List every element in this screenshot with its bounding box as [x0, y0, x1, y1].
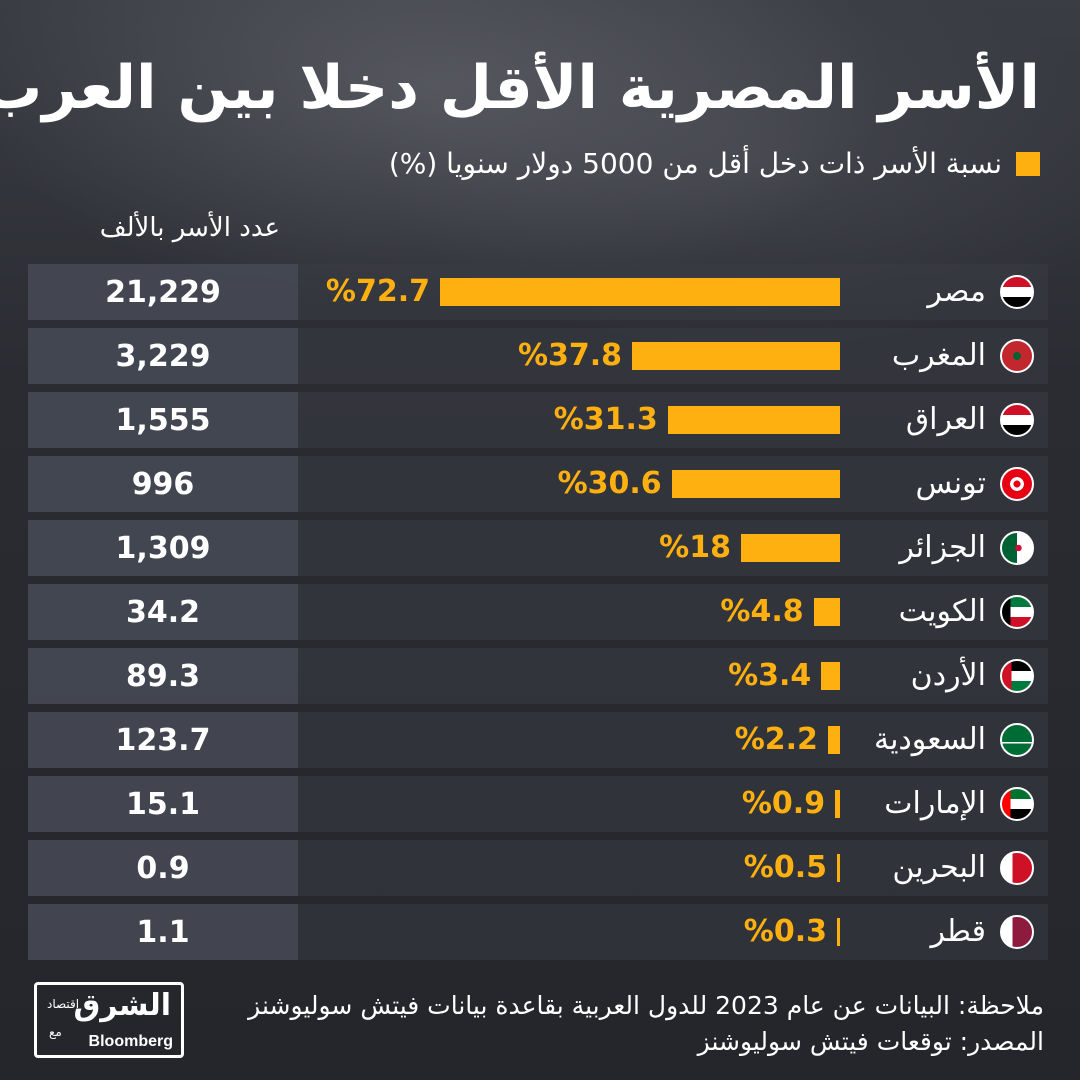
algeria-flag-icon [1000, 531, 1034, 565]
bahrain-flag-icon [1000, 851, 1034, 885]
uae-flag-icon [1000, 787, 1034, 821]
bar-value-label: %4.8 [720, 594, 804, 629]
household-count: 21,229 [28, 264, 298, 320]
logo-with: مع [49, 1025, 62, 1039]
bar [632, 342, 840, 370]
bar-value-label: %72.7 [325, 274, 430, 309]
bar-value-label: %31.3 [553, 402, 658, 437]
legend-swatch [1016, 152, 1040, 176]
household-count-header: عدد الأسر بالألف [99, 213, 280, 243]
chart-row: 34.2 الكويت %4.8 [28, 584, 1048, 640]
bar [813, 598, 840, 626]
country-label: المغرب [891, 338, 986, 373]
logo-arabic: الشرق [73, 988, 171, 1023]
qatar-flag-icon [1000, 915, 1034, 949]
bar-value-label: %3.4 [728, 658, 812, 693]
household-count: 1.1 [28, 904, 298, 960]
household-count: 3,229 [28, 328, 298, 384]
chart-row: 0.9 البحرين %0.5 [28, 840, 1048, 896]
household-count: 0.9 [28, 840, 298, 896]
country-label: قطر [930, 914, 986, 949]
bar-value-label: %0.5 [743, 850, 827, 885]
chart-row: 15.1 الإمارات %0.9 [28, 776, 1048, 832]
chart-row: 3,229 المغرب %37.8 [28, 328, 1048, 384]
logo-english: Bloomberg [88, 1033, 173, 1050]
bar [671, 470, 840, 498]
bar [837, 854, 840, 882]
country-label: العراق [905, 402, 986, 437]
bar [837, 918, 840, 946]
morocco-flag-icon [1000, 339, 1034, 373]
bar-value-label: %18 [659, 530, 731, 565]
country-label: الأردن [910, 658, 986, 693]
chart-title: الأسر المصرية الأقل دخلا بين العرب [0, 53, 1040, 123]
chart-row: 21,229 مصر %72.7 [28, 264, 1048, 320]
chart-row: 996 تونس %30.6 [28, 456, 1048, 512]
household-count: 89.3 [28, 648, 298, 704]
footer-note: ملاحظة: البيانات عن عام 2023 للدول العرب… [248, 991, 1044, 1020]
household-count: 996 [28, 456, 298, 512]
chart-row: 89.3 الأردن %3.4 [28, 648, 1048, 704]
footer-source: المصدر: توقعات فيتش سوليوشنز [697, 1027, 1044, 1056]
chart-row: 1.1 قطر %0.3 [28, 904, 1048, 960]
bar-value-label: %30.6 [557, 466, 662, 501]
tunisia-flag-icon [1000, 467, 1034, 501]
legend: نسبة الأسر ذات دخل أقل من 5000 دولار سنو… [389, 144, 1040, 184]
chart-row: 123.7 السعودية %2.2 [28, 712, 1048, 768]
country-label: تونس [915, 466, 986, 501]
country-label: الكويت [898, 594, 986, 629]
bar [740, 534, 840, 562]
household-count: 1,555 [28, 392, 298, 448]
bar-value-label: %2.2 [734, 722, 818, 757]
kuwait-flag-icon [1000, 595, 1034, 629]
iraq-flag-icon [1000, 403, 1034, 437]
chart-row: 1,309 الجزائر %18 [28, 520, 1048, 576]
country-label: مصر [927, 274, 986, 309]
household-count: 15.1 [28, 776, 298, 832]
household-count: 1,309 [28, 520, 298, 576]
bar [827, 726, 840, 754]
bar-value-label: %0.9 [741, 786, 826, 821]
jordan-flag-icon [1000, 659, 1034, 693]
legend-label: نسبة الأسر ذات دخل أقل من 5000 دولار سنو… [388, 147, 1002, 180]
footer-notes: ملاحظة: البيانات عن عام 2023 للدول العرب… [248, 988, 1044, 1060]
bar [440, 278, 840, 306]
saudi-flag-icon [1000, 723, 1034, 757]
bar-value-label: %0.3 [743, 914, 827, 949]
egypt-flag-icon [1000, 275, 1034, 309]
country-label: البحرين [892, 850, 986, 885]
asharq-bloomberg-logo: الشرق اقتصاد مع Bloomberg [34, 982, 184, 1058]
logo-sub: اقتصاد [47, 997, 80, 1011]
country-label: السعودية [873, 722, 986, 757]
bar-value-label: %37.8 [517, 338, 623, 373]
household-count: 34.2 [28, 584, 298, 640]
country-label: الإمارات [884, 786, 986, 821]
country-label: الجزائر [899, 530, 986, 565]
bar [821, 662, 840, 690]
household-count: 123.7 [28, 712, 298, 768]
chart-row: 1,555 العراق %31.3 [28, 392, 1048, 448]
bar [667, 406, 840, 434]
bar [835, 790, 840, 818]
